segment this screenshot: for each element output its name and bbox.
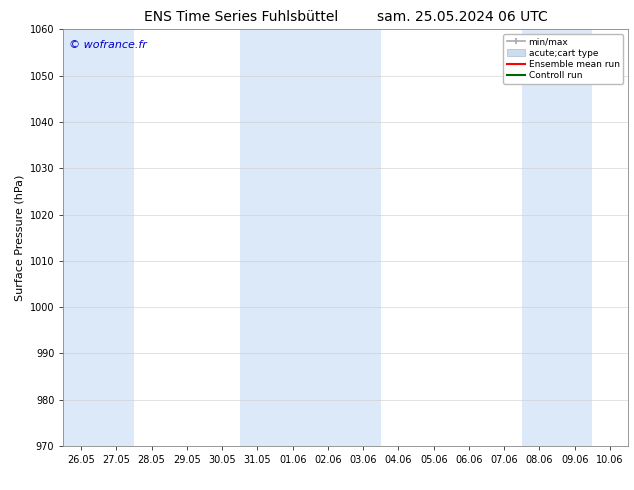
Bar bbox=[63, 29, 134, 446]
Legend: min/max, acute;cart type, Ensemble mean run, Controll run: min/max, acute;cart type, Ensemble mean … bbox=[503, 34, 623, 84]
Text: sam. 25.05.2024 06 UTC: sam. 25.05.2024 06 UTC bbox=[377, 10, 548, 24]
Y-axis label: Surface Pressure (hPa): Surface Pressure (hPa) bbox=[14, 174, 24, 301]
Text: ENS Time Series Fuhlsbüttel: ENS Time Series Fuhlsbüttel bbox=[144, 10, 338, 24]
Bar bbox=[522, 29, 592, 446]
Bar bbox=[310, 29, 381, 446]
Text: © wofrance.fr: © wofrance.fr bbox=[69, 40, 147, 50]
Bar bbox=[240, 29, 310, 446]
